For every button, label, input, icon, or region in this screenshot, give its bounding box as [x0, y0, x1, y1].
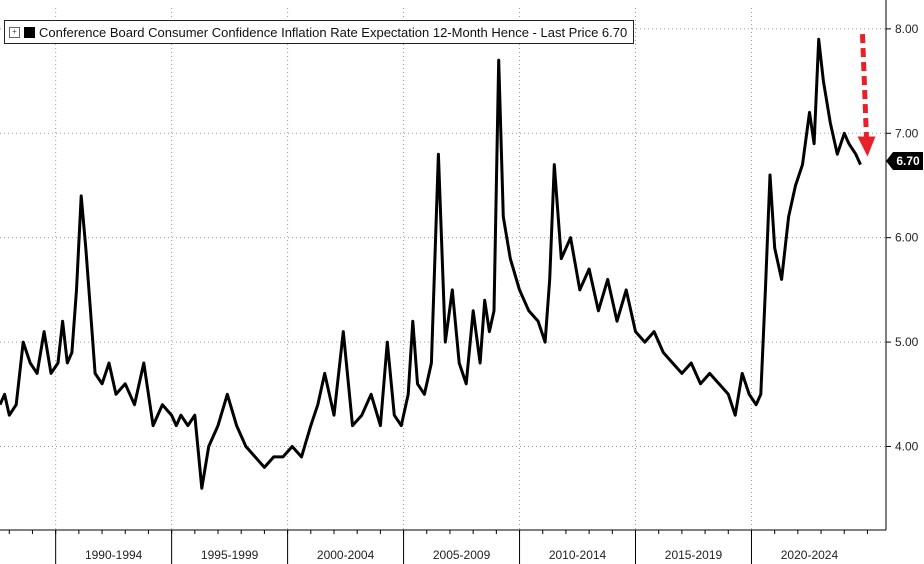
legend-swatch [24, 26, 35, 38]
arrow-shaft [859, 34, 869, 139]
y-tick-label: 8.00 [895, 22, 919, 36]
y-tick-label: 6.00 [895, 231, 919, 245]
x-tick-label: 2010-2014 [549, 548, 607, 562]
trend-arrow [857, 34, 876, 157]
x-tick-label: 2000-2004 [317, 548, 375, 562]
y-tick-label: 7.00 [895, 126, 919, 140]
x-tick-label: 2020-2024 [781, 548, 839, 562]
y-tick-label: 4.00 [895, 439, 919, 453]
x-tick-label: 2005-2009 [433, 548, 491, 562]
legend-label: Conference Board Consumer Confidence Inf… [39, 24, 628, 40]
gridlines [0, 8, 886, 530]
last-price-badge: 6.70 [886, 152, 923, 170]
series-line [0, 37, 862, 490]
x-tick-label: 1990-1994 [85, 548, 143, 562]
arrow-head [857, 136, 876, 157]
legend[interactable]: + Conference Board Consumer Confidence I… [4, 20, 635, 44]
y-tick-label: 5.00 [895, 335, 919, 349]
y-axis: 8.00 7.00 6.00 5.00 4.00 [885, 0, 919, 530]
x-tick-label: 1995-1999 [201, 548, 259, 562]
expand-icon[interactable]: + [9, 26, 20, 38]
x-tick-label: 2015-2019 [665, 548, 723, 562]
x-axis: 1990-1994 1995-1999 2000-2004 2005-2009 2010… [0, 529, 886, 564]
